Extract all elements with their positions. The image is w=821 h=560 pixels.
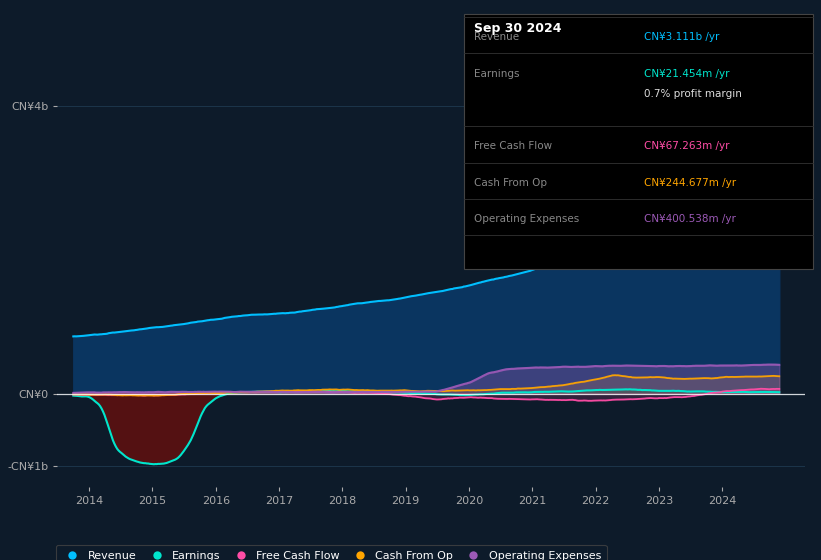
Text: CN¥67.263m /yr: CN¥67.263m /yr: [644, 142, 730, 151]
Text: Cash From Op: Cash From Op: [474, 178, 547, 188]
Text: CN¥400.538m /yr: CN¥400.538m /yr: [644, 214, 736, 224]
Text: Sep 30 2024: Sep 30 2024: [474, 22, 562, 35]
Text: Revenue: Revenue: [474, 32, 519, 42]
Text: Earnings: Earnings: [474, 69, 519, 78]
Text: CN¥21.454m /yr: CN¥21.454m /yr: [644, 69, 730, 78]
Legend: Revenue, Earnings, Free Cash Flow, Cash From Op, Operating Expenses: Revenue, Earnings, Free Cash Flow, Cash …: [56, 545, 607, 560]
Text: CN¥244.677m /yr: CN¥244.677m /yr: [644, 178, 736, 188]
Text: Free Cash Flow: Free Cash Flow: [474, 142, 552, 151]
Text: CN¥3.111b /yr: CN¥3.111b /yr: [644, 32, 720, 42]
Text: Operating Expenses: Operating Expenses: [474, 214, 579, 224]
Text: 0.7% profit margin: 0.7% profit margin: [644, 88, 742, 99]
